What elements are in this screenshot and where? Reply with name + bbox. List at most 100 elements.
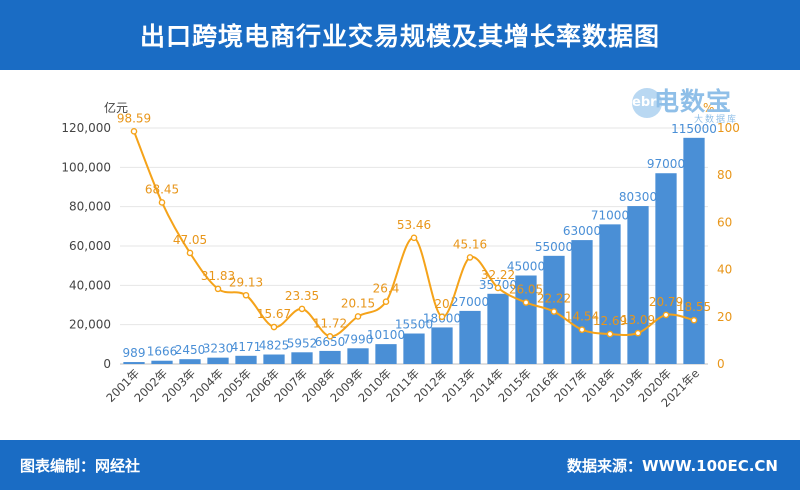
line-value-label: 18.55 (677, 300, 711, 314)
bar (627, 206, 649, 364)
line-point (410, 234, 418, 242)
bar (515, 275, 537, 364)
line-point (466, 254, 474, 261)
x-axis-labels: 2001年2002年2003年2004年2005年2006年2007年2008年… (103, 366, 702, 410)
line-value-label: 15.67 (257, 307, 291, 321)
bar (235, 355, 257, 364)
line-value-label: 98.59 (117, 111, 151, 125)
bar (263, 354, 285, 364)
chart-header: 出口跨境电商行业交易规模及其增长率数据图 (0, 0, 800, 70)
line-value-label: 26.4 (373, 282, 400, 296)
left-tick-label: 80,000 (69, 200, 111, 214)
footer-source: 数据来源：WWW.100EC.CN (567, 457, 778, 475)
line-value-label: 14.54 (565, 310, 599, 324)
bar-value-label: 115000 (671, 122, 717, 136)
line-point (550, 308, 558, 315)
line-point (270, 323, 278, 331)
bar-value-label: 1666 (147, 345, 178, 359)
line-value-label: 20.15 (341, 296, 375, 310)
line-value-label: 31.83 (201, 269, 235, 283)
bar (207, 357, 229, 364)
left-tick-label: 120,000 (61, 121, 111, 135)
line-point (522, 299, 530, 306)
line-value-label: 20 (434, 297, 449, 311)
left-tick-label: 60,000 (69, 239, 111, 253)
line-point (662, 311, 670, 319)
left-axis: 0 20,000 40,000 60,000 80,000 100,000 120,000 (61, 121, 111, 371)
line-value-label: 47.05 (173, 233, 207, 247)
bar-value-label: 15500 (395, 318, 433, 332)
bar-value-label: 4825 (259, 339, 290, 353)
bar-value-label: 55000 (535, 240, 573, 254)
right-tick-label: 40 (717, 263, 732, 277)
line-point (186, 249, 194, 257)
footer-credit: 图表编制：网经社 (20, 457, 141, 475)
bar (683, 137, 705, 364)
line-point (606, 330, 614, 338)
bar-value-label: 63000 (563, 224, 601, 238)
line-series (130, 128, 698, 340)
line-value-label: 13.09 (621, 313, 655, 327)
bar (151, 360, 173, 364)
line-point (578, 326, 586, 333)
line-point (158, 199, 166, 206)
bar-value-label: 7990 (343, 332, 374, 346)
left-tick-label: 0 (103, 357, 111, 371)
line-value-label: 23.35 (285, 289, 319, 303)
bar-value-label: 71000 (591, 208, 629, 222)
line-point (494, 284, 502, 292)
bar-value-label: 6650 (315, 335, 346, 349)
left-axis-title: 亿元 (104, 100, 128, 115)
bar (571, 240, 593, 364)
bar-value-label: 2450 (175, 343, 206, 357)
line-point (634, 329, 642, 337)
brand-logo: ebrun 电数宝 大数据库 (632, 82, 792, 128)
line-point (130, 128, 138, 135)
right-tick-label: 20 (717, 310, 732, 324)
line-value-label: 32.22 (481, 268, 515, 282)
right-tick-label: 80 (717, 168, 732, 182)
bar-value-label: 3230 (203, 342, 234, 356)
line-value-label: 26.05 (509, 283, 543, 297)
bar (319, 350, 341, 364)
bar-value-label: 5952 (287, 336, 318, 350)
bar (655, 173, 677, 364)
line-value-label: 22.22 (537, 292, 571, 306)
line-point (382, 298, 390, 305)
line-point (298, 305, 306, 313)
chart-area: 020,00040,00060,00080,000100,000120,000 … (61, 100, 740, 410)
right-axis: 0 20 40 60 80 100 (717, 121, 740, 371)
line-value-label: 12.69 (593, 314, 627, 328)
line-point (438, 313, 446, 321)
line-value-label: 53.46 (397, 218, 431, 232)
brand-subtitle: 大数据库 (694, 115, 739, 125)
left-tick-label: 40,000 (69, 278, 111, 292)
line-value-label: 29.13 (229, 275, 263, 289)
left-tick-label: 100,000 (61, 160, 111, 174)
brand-name: 电数宝 (654, 87, 733, 116)
line-point (214, 285, 222, 293)
line-value-label: 68.45 (145, 182, 179, 196)
line-point (326, 333, 334, 340)
bar (375, 344, 397, 364)
line-value-label: 45.16 (453, 237, 487, 251)
right-axis-title: % (703, 101, 714, 115)
bar (487, 293, 509, 364)
bar (431, 327, 453, 364)
chart-footer: 图表编制：网经社 数据来源：WWW.100EC.CN (0, 440, 800, 490)
right-tick-label: 0 (717, 357, 725, 371)
bar (123, 362, 145, 364)
line-value-label: 11.72 (313, 316, 347, 330)
bar-value-label: 989 (123, 346, 146, 360)
line-value-label: 20.79 (649, 295, 683, 309)
bar-value-label: 4171 (231, 340, 262, 354)
bar (599, 224, 621, 364)
bar (291, 352, 313, 364)
right-tick-label: 100 (717, 121, 740, 135)
bar-value-label: 45000 (507, 260, 545, 274)
bar (347, 348, 369, 364)
bar (179, 359, 201, 364)
bar-value-label: 97000 (647, 157, 685, 171)
bar-value-label: 27000 (451, 295, 489, 309)
